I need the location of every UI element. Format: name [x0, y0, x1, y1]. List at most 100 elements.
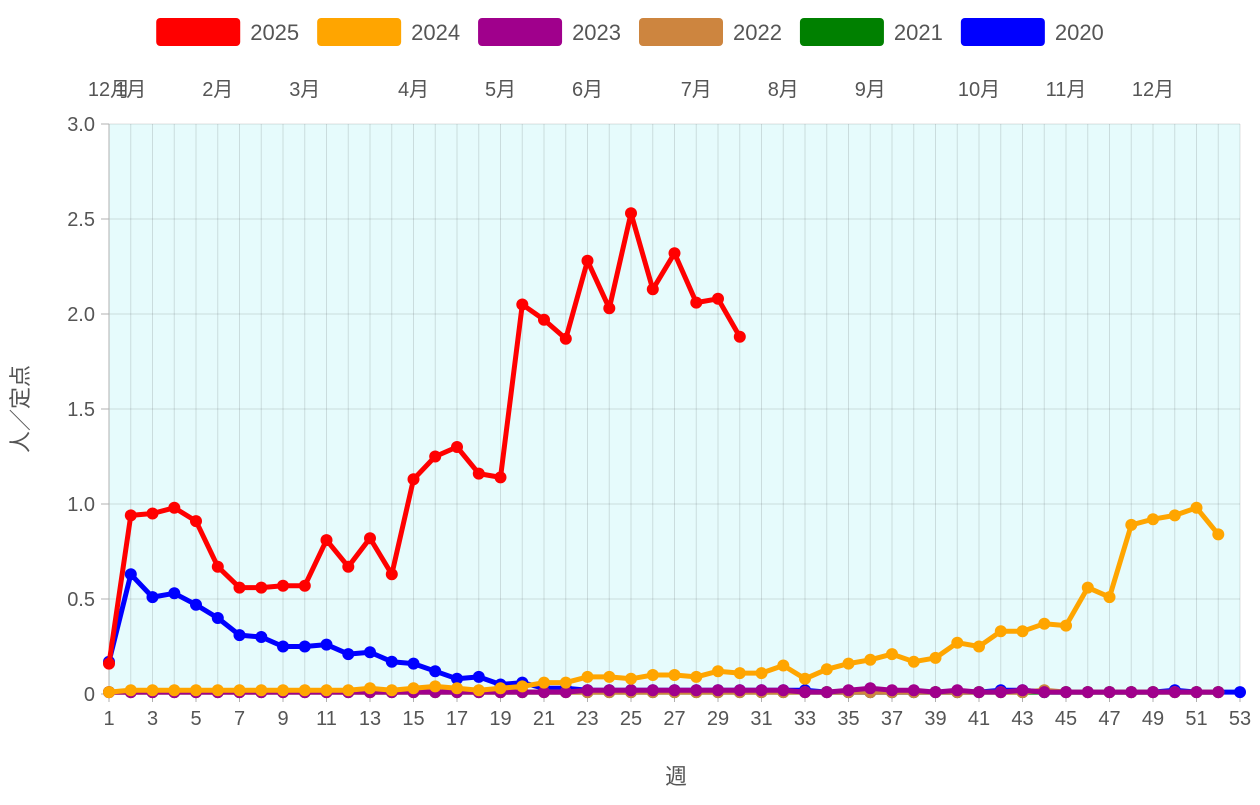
- legend-item-2021[interactable]: 2021: [799, 18, 943, 46]
- data-point-2025[interactable]: [277, 579, 289, 592]
- data-point-2025[interactable]: [146, 507, 159, 520]
- data-point-2024[interactable]: [124, 684, 137, 697]
- data-point-2023[interactable]: [820, 686, 833, 699]
- data-point-2025[interactable]: [516, 298, 529, 311]
- data-point-2020[interactable]: [429, 665, 442, 678]
- data-point-2025[interactable]: [298, 579, 311, 592]
- data-point-2024[interactable]: [864, 653, 877, 666]
- data-point-2024[interactable]: [712, 665, 724, 678]
- data-point-2024[interactable]: [429, 680, 442, 693]
- data-point-2024[interactable]: [951, 636, 964, 649]
- data-point-2024[interactable]: [646, 669, 659, 681]
- data-point-2025[interactable]: [255, 581, 268, 594]
- data-point-2024[interactable]: [451, 682, 463, 695]
- data-point-2020[interactable]: [277, 640, 289, 653]
- legend-label[interactable]: 2022: [733, 20, 782, 45]
- data-point-2020[interactable]: [233, 629, 246, 642]
- data-point-2024[interactable]: [799, 672, 811, 685]
- data-point-2020[interactable]: [472, 670, 485, 683]
- data-point-2023[interactable]: [994, 686, 1007, 699]
- data-point-2020[interactable]: [211, 612, 224, 624]
- legend-swatch[interactable]: [317, 18, 402, 46]
- legend-swatch[interactable]: [478, 18, 563, 46]
- data-point-2025[interactable]: [320, 534, 333, 547]
- data-point-2020[interactable]: [385, 655, 398, 668]
- data-point-2023[interactable]: [1125, 686, 1138, 699]
- legend-swatch[interactable]: [960, 18, 1045, 46]
- data-point-2025[interactable]: [494, 471, 507, 484]
- data-point-2023[interactable]: [842, 684, 855, 697]
- legend-label[interactable]: 2024: [411, 20, 460, 45]
- data-point-2024[interactable]: [1125, 518, 1138, 531]
- data-point-2020[interactable]: [255, 631, 268, 643]
- data-point-2023[interactable]: [886, 684, 898, 697]
- legend-item-2024[interactable]: 2024: [317, 18, 460, 46]
- data-point-2024[interactable]: [755, 667, 768, 680]
- legend-label[interactable]: 2025: [250, 20, 299, 45]
- data-point-2023[interactable]: [973, 686, 985, 699]
- data-point-2024[interactable]: [1212, 528, 1225, 541]
- data-point-2024[interactable]: [1168, 509, 1181, 522]
- data-point-2025[interactable]: [559, 332, 572, 345]
- data-point-2024[interactable]: [516, 680, 529, 693]
- data-point-2023[interactable]: [712, 684, 724, 697]
- legend-item-2020[interactable]: 2020: [960, 18, 1104, 46]
- data-point-2023[interactable]: [646, 684, 659, 697]
- data-point-2025[interactable]: [472, 467, 485, 480]
- data-point-2023[interactable]: [603, 684, 616, 697]
- legend-item-2022[interactable]: 2022: [639, 18, 782, 46]
- data-point-2025[interactable]: [124, 509, 137, 522]
- data-point-2023[interactable]: [581, 684, 594, 697]
- data-point-2024[interactable]: [168, 684, 181, 697]
- legend-label[interactable]: 2020: [1055, 20, 1104, 45]
- data-point-2024[interactable]: [320, 684, 333, 697]
- data-point-2025[interactable]: [733, 330, 746, 343]
- data-point-2025[interactable]: [646, 283, 659, 296]
- data-point-2023[interactable]: [559, 686, 572, 699]
- data-point-2023[interactable]: [1168, 686, 1181, 699]
- data-point-2025[interactable]: [429, 450, 442, 463]
- data-point-2023[interactable]: [538, 686, 550, 699]
- legend-swatch[interactable]: [799, 18, 884, 46]
- data-point-2024[interactable]: [907, 655, 920, 668]
- data-point-2025[interactable]: [168, 501, 181, 514]
- data-point-2025[interactable]: [407, 473, 420, 486]
- data-point-2025[interactable]: [190, 515, 202, 528]
- data-point-2020[interactable]: [190, 598, 202, 611]
- data-point-2020[interactable]: [342, 648, 355, 661]
- data-point-2020[interactable]: [1234, 686, 1246, 699]
- data-point-2020[interactable]: [124, 568, 137, 581]
- data-point-2024[interactable]: [146, 684, 159, 697]
- data-point-2025[interactable]: [364, 532, 376, 545]
- data-point-2025[interactable]: [712, 292, 724, 305]
- data-point-2024[interactable]: [820, 663, 833, 676]
- data-point-2025[interactable]: [538, 313, 550, 326]
- data-point-2025[interactable]: [451, 441, 463, 453]
- data-point-2023[interactable]: [1190, 686, 1203, 699]
- data-point-2024[interactable]: [190, 684, 202, 697]
- data-point-2024[interactable]: [494, 682, 507, 695]
- data-point-2024[interactable]: [690, 670, 703, 683]
- data-point-2024[interactable]: [538, 676, 550, 689]
- data-point-2024[interactable]: [625, 672, 637, 685]
- data-point-2024[interactable]: [255, 684, 268, 697]
- data-point-2024[interactable]: [364, 682, 376, 695]
- data-point-2023[interactable]: [1147, 686, 1159, 699]
- data-point-2020[interactable]: [168, 587, 181, 600]
- data-point-2025[interactable]: [342, 560, 355, 573]
- data-point-2024[interactable]: [211, 684, 224, 697]
- data-point-2024[interactable]: [1147, 513, 1159, 526]
- data-point-2023[interactable]: [1016, 684, 1029, 697]
- data-point-2025[interactable]: [581, 254, 594, 267]
- legend-label[interactable]: 2023: [572, 20, 621, 45]
- data-point-2020[interactable]: [146, 591, 159, 604]
- data-point-2023[interactable]: [929, 686, 942, 699]
- data-point-2024[interactable]: [1038, 617, 1051, 630]
- data-point-2024[interactable]: [777, 659, 790, 672]
- data-point-2023[interactable]: [625, 684, 637, 697]
- data-point-2024[interactable]: [886, 648, 898, 661]
- data-point-2024[interactable]: [1060, 619, 1072, 632]
- data-point-2024[interactable]: [973, 640, 985, 653]
- data-point-2024[interactable]: [1081, 581, 1094, 594]
- data-point-2024[interactable]: [603, 670, 616, 683]
